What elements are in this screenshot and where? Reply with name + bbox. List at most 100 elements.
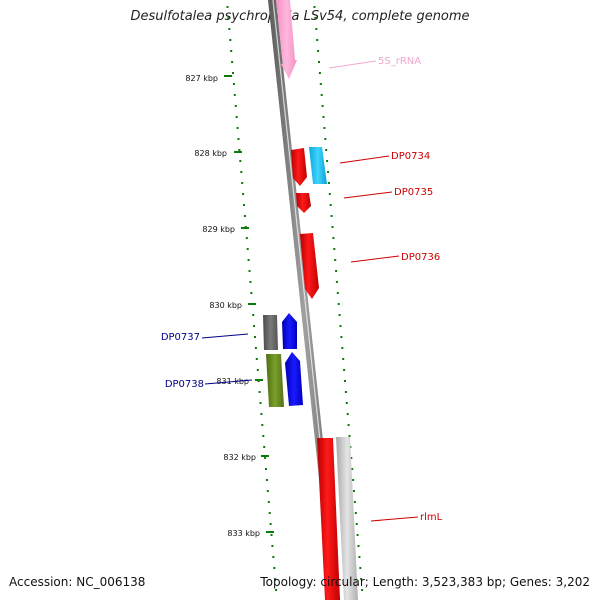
gene-dp0735[interactable] bbox=[296, 193, 311, 213]
guide-dot bbox=[242, 193, 245, 195]
guide-dot bbox=[243, 215, 246, 217]
guide-dot bbox=[323, 127, 326, 129]
guide-dot bbox=[315, 28, 318, 30]
guide-dot bbox=[233, 94, 236, 96]
guide-dot bbox=[227, 17, 230, 19]
guide-dot bbox=[269, 523, 272, 525]
ruler: 827 kbp 828 kbp 829 kbp 830 kbp 831 kbp … bbox=[185, 74, 274, 538]
tick-label: 829 kbp bbox=[202, 225, 235, 234]
gene-dp0738[interactable] bbox=[285, 352, 303, 406]
gene-dp0736[interactable] bbox=[300, 233, 319, 299]
gene-cyan-feature[interactable] bbox=[309, 147, 327, 184]
gene-lightgray-feature[interactable] bbox=[336, 437, 358, 600]
guide-dot bbox=[346, 413, 349, 415]
tick-label: 828 kbp bbox=[194, 149, 227, 158]
gene-label-dp0734[interactable]: DP0734 bbox=[391, 151, 430, 162]
leader-line bbox=[204, 379, 253, 385]
guide-dot bbox=[265, 468, 267, 470]
guide-dot bbox=[254, 347, 257, 349]
gene-dp0737[interactable] bbox=[282, 313, 297, 349]
guide-dot bbox=[321, 105, 324, 107]
guide-dot bbox=[253, 325, 256, 327]
guide-dot bbox=[271, 545, 274, 547]
guide-dot bbox=[330, 215, 333, 217]
guide-dot bbox=[359, 567, 362, 569]
guide-dot bbox=[262, 435, 265, 437]
leader-line bbox=[339, 155, 390, 164]
guide-dot bbox=[232, 83, 235, 85]
map-title: Desulfotalea psychrophila LSv54, complet… bbox=[130, 9, 470, 24]
tick-label: 832 kbp bbox=[223, 453, 256, 462]
guide-dot bbox=[350, 457, 353, 459]
guide-dot bbox=[256, 369, 259, 371]
guide-dot bbox=[347, 424, 350, 426]
guide-dot bbox=[247, 259, 250, 261]
guide-dot bbox=[353, 501, 356, 503]
guide-dot bbox=[314, 17, 317, 19]
tick-mark bbox=[248, 303, 256, 305]
tick-mark bbox=[261, 455, 269, 457]
guide-dot bbox=[273, 567, 276, 569]
guide-dot bbox=[345, 402, 348, 404]
guide-dot bbox=[354, 512, 357, 514]
gene-label-dp0737[interactable]: DP0737 bbox=[161, 332, 200, 343]
guide-dot bbox=[332, 237, 335, 239]
guide-dot bbox=[235, 116, 238, 118]
guide-dot bbox=[337, 303, 340, 305]
tick-mark bbox=[234, 151, 242, 153]
guide-dot bbox=[232, 72, 234, 74]
guide-dot bbox=[324, 138, 327, 140]
accession-text: Accession: NC_006138 bbox=[9, 575, 146, 589]
guide-dot bbox=[229, 39, 232, 41]
guide-dot bbox=[338, 314, 341, 316]
guide-dot bbox=[348, 435, 351, 437]
guide-dot bbox=[344, 380, 346, 382]
guide-dot bbox=[259, 402, 262, 404]
guide-dot bbox=[274, 578, 277, 580]
guide-dot bbox=[255, 358, 258, 360]
guide-dot bbox=[344, 391, 347, 393]
gene-label-dp0738[interactable]: DP0738 bbox=[165, 379, 204, 390]
guide-dot bbox=[260, 413, 263, 415]
guide-dot bbox=[313, 6, 316, 8]
guide-dot bbox=[336, 292, 339, 294]
guide-dot bbox=[264, 457, 267, 459]
tick-mark bbox=[241, 227, 249, 229]
gene-label-rlml[interactable]: rlmL bbox=[420, 512, 443, 523]
guide-dot bbox=[250, 292, 253, 294]
gene-label-5s-rrna[interactable]: 5S_rRNA bbox=[378, 56, 421, 67]
tick-mark bbox=[255, 379, 263, 381]
guide-dot bbox=[355, 523, 358, 525]
guide-dot bbox=[248, 270, 251, 272]
gene-olive-feature[interactable] bbox=[266, 354, 284, 407]
tick-mark bbox=[266, 531, 274, 533]
gene-rlml[interactable] bbox=[317, 438, 340, 600]
guide-dot bbox=[351, 468, 354, 470]
guide-dot bbox=[331, 226, 334, 228]
guide-dot bbox=[246, 248, 249, 250]
gene-gray-feature[interactable] bbox=[263, 315, 278, 350]
guide-dot bbox=[318, 61, 320, 63]
gene-5s-rrna[interactable] bbox=[276, 0, 297, 79]
guide-dot bbox=[234, 105, 237, 107]
tick-mark bbox=[224, 75, 232, 77]
leader-line bbox=[201, 333, 249, 339]
guide-dot bbox=[352, 479, 355, 481]
guide-dot bbox=[333, 248, 336, 250]
guide-dot bbox=[319, 83, 322, 85]
tick-label: 827 kbp bbox=[185, 74, 218, 83]
gene-label-dp0735[interactable]: DP0735 bbox=[394, 187, 433, 198]
guide-dot bbox=[249, 281, 252, 283]
gene-features[interactable] bbox=[263, 0, 358, 600]
guide-dot bbox=[239, 160, 242, 162]
guide-dot bbox=[356, 534, 359, 536]
genome-stats-text: Topology: circular; Length: 3,523,383 bp… bbox=[260, 575, 590, 589]
guide-dot bbox=[267, 501, 270, 503]
gene-dp0734[interactable] bbox=[291, 148, 307, 186]
guide-dot bbox=[329, 204, 332, 206]
tick-label: 833 kbp bbox=[227, 529, 260, 538]
guide-dot bbox=[358, 556, 361, 558]
guide-dot bbox=[341, 347, 344, 349]
gene-label-dp0736[interactable]: DP0736 bbox=[401, 252, 440, 263]
